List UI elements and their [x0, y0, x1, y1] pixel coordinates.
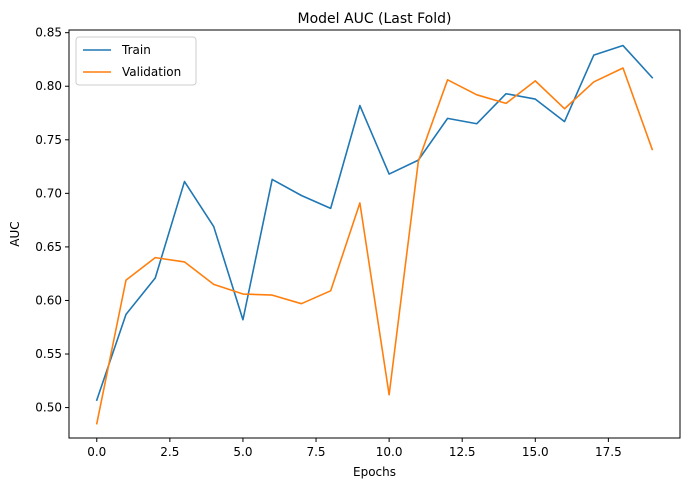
y-tick-label: 0.65	[35, 240, 62, 254]
y-tick-label: 0.75	[35, 133, 62, 147]
x-tick-label: 5.0	[233, 445, 252, 459]
x-tick-label: 12.5	[449, 445, 476, 459]
legend-label-validation: Validation	[122, 65, 181, 79]
legend: Train Validation	[76, 37, 196, 85]
y-axis-title: AUC	[8, 221, 22, 246]
x-tick-label: 15.0	[522, 445, 549, 459]
y-tick-label: 0.60	[35, 293, 62, 307]
x-tick-label: 0.0	[87, 445, 106, 459]
y-tick-label: 0.70	[35, 186, 62, 200]
x-tick-label: 10.0	[376, 445, 403, 459]
y-tick-label: 0.50	[35, 401, 62, 415]
x-tick-label: 7.5	[306, 445, 325, 459]
x-tick-label: 2.5	[160, 445, 179, 459]
y-tick-label: 0.85	[35, 26, 62, 40]
y-tick-label: 0.55	[35, 347, 62, 361]
x-axis-title: Epochs	[353, 465, 396, 479]
x-tick-label: 17.5	[595, 445, 622, 459]
y-tick-label: 0.80	[35, 79, 62, 93]
chart-title: Model AUC (Last Fold)	[298, 11, 452, 27]
legend-label-train: Train	[121, 43, 151, 57]
